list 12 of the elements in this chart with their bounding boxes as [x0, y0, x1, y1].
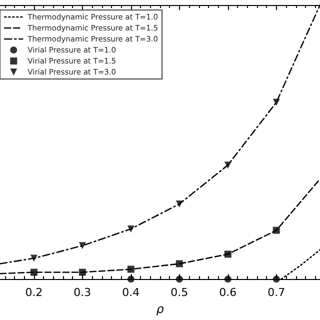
- x-tick-label: 0.5: [170, 286, 188, 300]
- x-axis-title: ρ: [156, 302, 164, 316]
- point: [127, 276, 134, 283]
- x-tick-label: 0.6: [219, 286, 237, 300]
- point: [224, 276, 232, 283]
- x-tick-label: 0.4: [122, 286, 140, 300]
- x-tick-label: 0.3: [74, 286, 92, 300]
- x-tick-label: 0.2: [25, 286, 43, 300]
- point: [78, 242, 86, 250]
- x-tick-label: 0.7: [268, 286, 286, 300]
- point: [176, 276, 183, 283]
- point: [272, 276, 280, 283]
